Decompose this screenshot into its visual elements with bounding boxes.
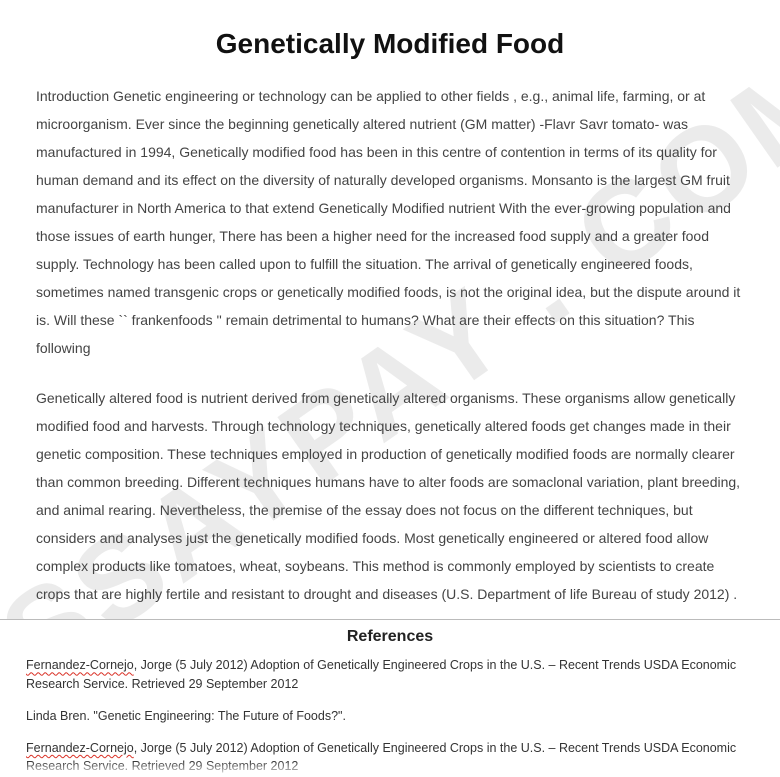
references-section: References Fernandez-Cornejo, Jorge (5 J… bbox=[0, 619, 780, 777]
reference-underlined: Fernandez-Cornejo bbox=[26, 741, 134, 755]
paragraph: Introduction Genetic engineering or tech… bbox=[36, 82, 744, 362]
body-text: Introduction Genetic engineering or tech… bbox=[36, 82, 744, 686]
page-title: Genetically Modified Food bbox=[36, 28, 744, 60]
fade-overlay bbox=[0, 761, 780, 777]
reference-item: Linda Bren. "Genetic Engineering: The Fu… bbox=[26, 707, 754, 725]
reference-underlined: Fernandez-Cornejo bbox=[26, 658, 134, 672]
reference-item: Fernandez-Cornejo, Jorge (5 July 2012) A… bbox=[26, 656, 754, 692]
reference-text: Linda Bren. "Genetic Engineering: The Fu… bbox=[26, 709, 346, 723]
document-page: Genetically Modified Food Introduction G… bbox=[0, 0, 780, 686]
paragraph: Genetically altered food is nutrient der… bbox=[36, 384, 744, 608]
references-heading: References bbox=[26, 628, 754, 646]
